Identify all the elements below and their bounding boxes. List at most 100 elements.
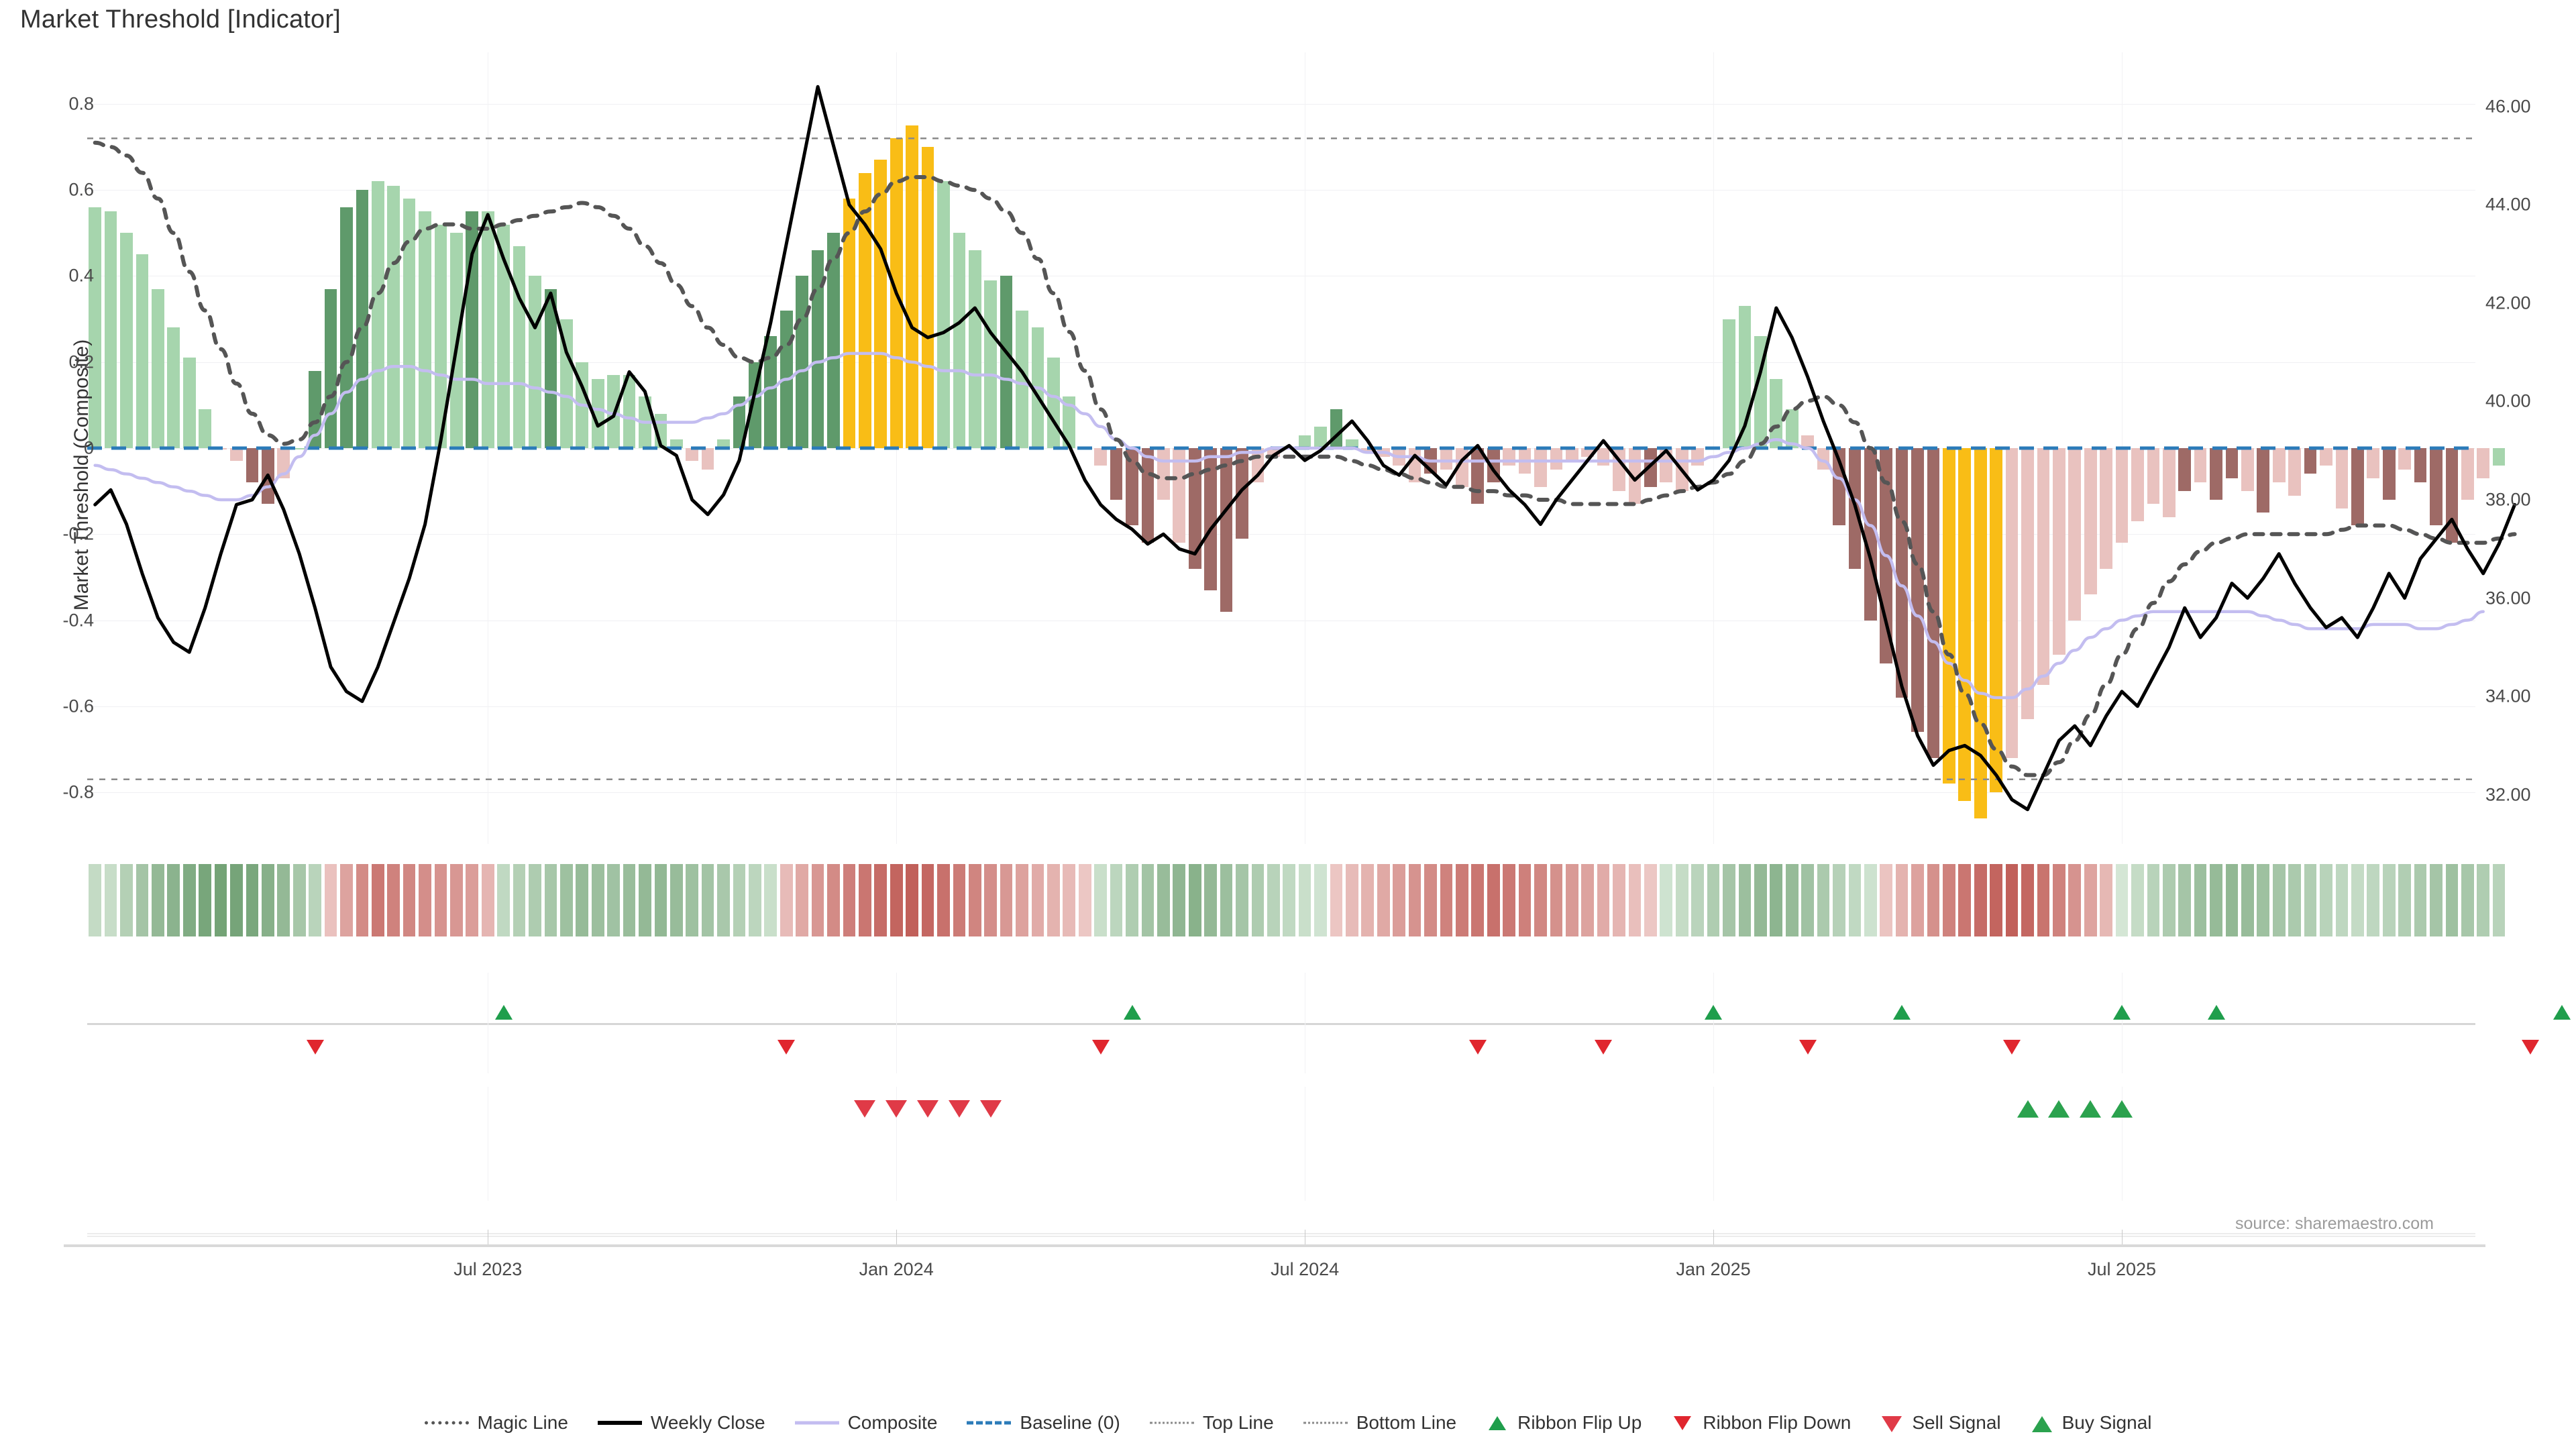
histogram-bar [1204,448,1217,590]
ribbon-bar [1314,864,1327,936]
histogram-bar [2178,448,2192,492]
histogram-bar [1738,306,1752,448]
histogram-bar [292,448,306,449]
histogram-bar [953,233,966,448]
legend-swatch-line [1149,1416,1194,1430]
legend-item[interactable]: Buy Signal [2031,1412,2152,1434]
histogram-bar [2084,448,2097,595]
ribbon-bar [968,864,981,936]
ribbon-bar [1990,864,2003,936]
legend-item[interactable]: Bottom Line [1303,1412,1456,1434]
histogram-bar [623,374,636,448]
histogram-bar [2272,448,2286,483]
ribbon-bar [529,864,541,936]
ribbon-bar [2382,864,2396,936]
histogram-bar [2021,448,2034,720]
histogram-bar [1660,448,1673,483]
histogram-bar [1550,448,1563,470]
ribbon-bar [2194,864,2207,936]
histogram-bar [843,199,856,448]
histogram-bar [1016,310,1028,448]
legend-item[interactable]: Composite [794,1412,937,1434]
vertical-gridline [896,1087,898,1201]
histogram-bar [1723,319,1735,448]
ribbon-bar [2241,864,2254,936]
ribbon-bar [2052,864,2065,936]
legend-swatch-triangle-down [1671,1416,1694,1430]
legend-item[interactable]: Baseline (0) [967,1412,1120,1434]
ribbon-flip-down-marker [1091,1040,1110,1055]
ribbon-bar [513,864,526,936]
ribbon-bar [576,864,589,936]
ribbon-bar [623,864,636,936]
ribbon-bar [1031,864,1044,936]
ribbon-bar [2335,864,2349,936]
left-axis-label: Market Threshold (Composite) [70,339,93,611]
histogram-bar [2445,448,2459,543]
ribbon-bar [874,864,888,936]
y-axis-tick-left: 0.8 [68,93,94,114]
buy-signal-marker [2048,1100,2070,1118]
histogram-bar [559,319,573,448]
ribbon-bar [1393,864,1406,936]
legend-item[interactable]: Weekly Close [597,1412,765,1434]
ribbon-bar [780,864,793,936]
ribbon-bar [2492,864,2506,936]
histogram-bar [1785,409,1799,448]
ribbon-bar [1188,864,1201,936]
histogram-bar [2100,448,2112,569]
histogram-bar [591,379,604,448]
histogram-bar [2210,448,2222,500]
ribbon-bar [2288,864,2302,936]
ribbon-bar [2477,864,2490,936]
ribbon-bar [717,864,730,936]
legend-item[interactable]: Ribbon Flip Down [1671,1412,1851,1434]
legend-item-label: Ribbon Flip Up [1517,1412,1642,1433]
ribbon-bar [1613,864,1625,936]
legend-line-icon [1303,1421,1348,1424]
histogram-bar [1817,448,1830,470]
y-axis-tick-left: 0.6 [68,179,94,200]
sell-signal-marker [979,1100,1002,1118]
flip-baseline [87,1023,2475,1025]
x-axis-label: Jul 2024 [1271,1259,1340,1279]
main-chart-panel: Market Threshold (Composite) Weekly Clos… [62,52,2531,844]
histogram-bar [2005,448,2019,758]
histogram-bar [2430,448,2443,526]
ribbon-bar [2021,864,2034,936]
ribbon-bar [2398,864,2411,936]
x-axis-label: Jul 2023 [453,1259,523,1279]
legend-item[interactable]: Top Line [1149,1412,1274,1434]
ribbon-bar [1738,864,1752,936]
histogram-bar [1236,448,1248,539]
histogram-bar [1597,448,1610,466]
legend-item[interactable]: Magic Line [424,1412,568,1434]
histogram-bar [874,160,888,448]
histogram-bar [419,211,431,448]
histogram-bar [1283,448,1296,449]
ribbon-bar [858,864,871,936]
ribbon-bar [1565,864,1578,936]
histogram-bar [104,211,117,448]
y-axis-tick-left: 0 [83,437,94,458]
legend-item[interactable]: Ribbon Flip Up [1486,1412,1642,1434]
ribbon-bar [1408,864,1421,936]
histogram-bar [827,233,840,448]
histogram-bar [1346,439,1358,448]
histogram-bar [2147,448,2160,504]
ribbon-bar [1581,864,1595,936]
ribbon-bar [1785,864,1799,936]
buy-signal-marker [2111,1100,2133,1118]
histogram-bar [1565,448,1578,462]
ribbon-flip-down-marker [1799,1040,1817,1055]
histogram-bar [811,250,824,448]
ribbon-bar [2272,864,2286,936]
histogram-bar [2414,448,2427,483]
histogram-bar [1141,448,1155,543]
y-axis-tick-right: 42.00 [2485,292,2531,313]
ribbon-bar [419,864,431,936]
legend-item[interactable]: Sell Signal [1880,1412,2001,1434]
y-axis-tick-right: 32.00 [2485,784,2531,805]
histogram-bar [780,310,793,448]
